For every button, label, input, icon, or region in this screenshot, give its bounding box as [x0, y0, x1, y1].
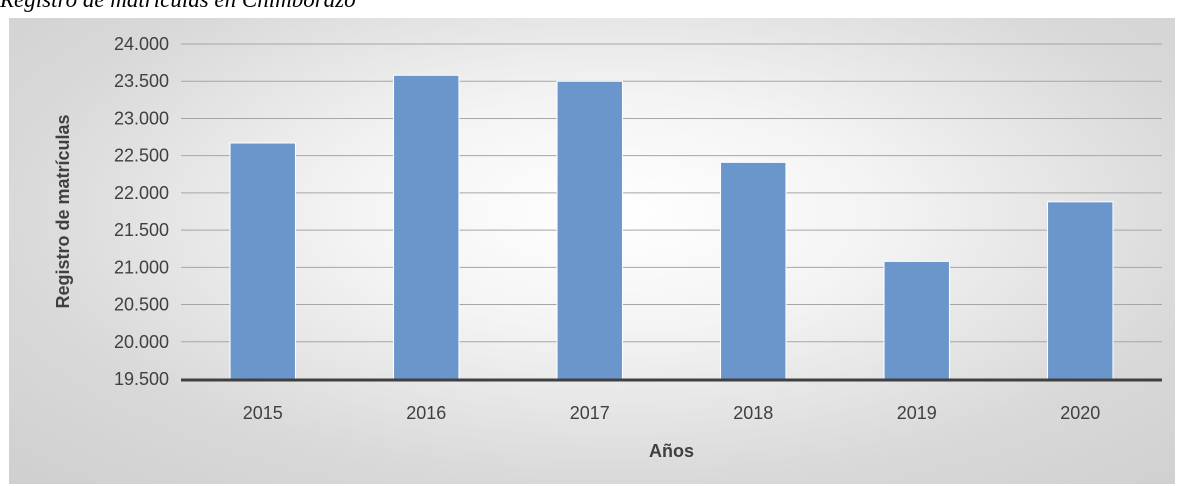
x-tick-label: 2019 [897, 403, 937, 423]
y-tick-label: 21.500 [114, 220, 169, 240]
x-tick-label: 2016 [406, 403, 446, 423]
y-tick-label: 20.500 [114, 295, 169, 315]
bar-2019 [883, 260, 950, 380]
figure-caption: Registro de matrículas en Chimborazo [0, 0, 356, 13]
y-tick-label: 22.000 [114, 183, 169, 203]
bar-2020 [1047, 201, 1114, 380]
bar-2016 [393, 74, 460, 380]
x-axis-title: Años [649, 441, 694, 461]
y-tick-label: 21.000 [114, 257, 169, 277]
y-tick-label: 20.000 [114, 332, 169, 352]
y-tick-label: 19.500 [114, 369, 169, 389]
x-tick-label: 2020 [1060, 403, 1100, 423]
y-tick-label: 23.500 [114, 71, 169, 91]
x-tick-label: 2017 [570, 403, 610, 423]
chart-area: 19.500 20.000 20.500 21.000 21.500 22.000 22.5… [9, 18, 1175, 484]
bar-2018 [720, 161, 787, 380]
x-tick-label: 2015 [243, 403, 283, 423]
bar-chart: 19.500 20.000 20.500 21.000 21.500 22.000 22.5… [53, 34, 1162, 461]
x-tick-label: 2018 [733, 403, 773, 423]
gridlines [181, 43, 1162, 343]
y-tick-labels: 19.500 20.000 20.500 21.000 21.500 22.000 22.5… [114, 34, 169, 389]
x-tick-labels: 2015 2016 2017 2018 2019 2020 [243, 403, 1101, 423]
y-tick-label: 24.000 [114, 34, 169, 54]
y-axis-title: Registro de matrículas [53, 114, 73, 308]
bar-2015 [229, 142, 296, 380]
bar-2017 [556, 80, 623, 380]
y-tick-label: 23.000 [114, 108, 169, 128]
bars [229, 74, 1114, 380]
y-tick-label: 22.500 [114, 146, 169, 166]
